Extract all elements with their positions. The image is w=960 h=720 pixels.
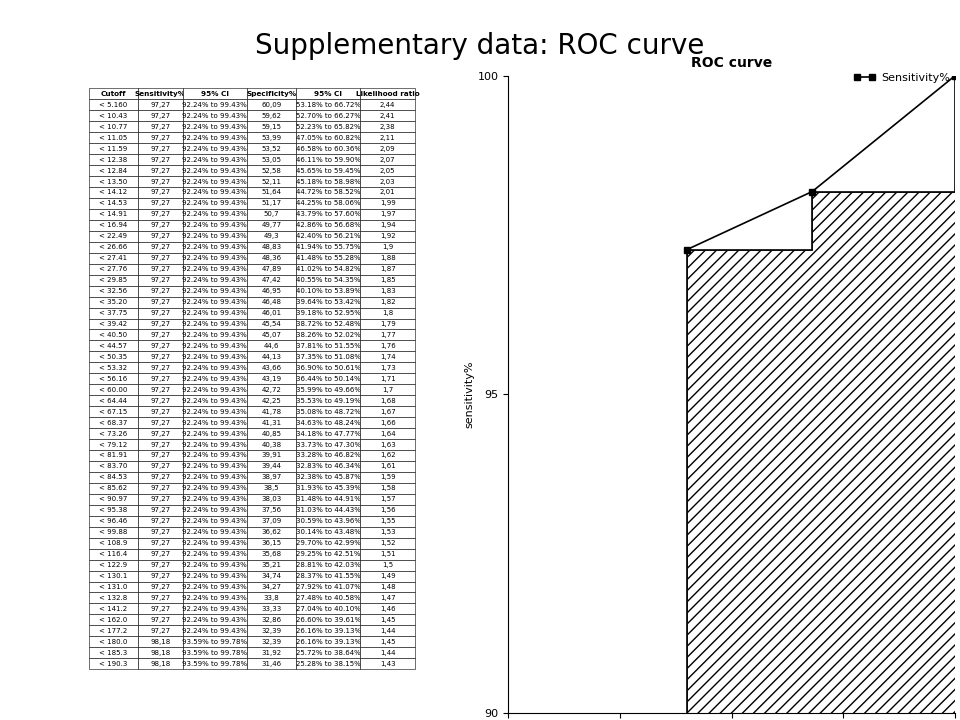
Text: Supplementary data: ROC curve: Supplementary data: ROC curve xyxy=(255,32,705,60)
Line: Sensitivity%: Sensitivity% xyxy=(684,72,959,253)
Title: ROC curve: ROC curve xyxy=(691,56,773,71)
Sensitivity% xyxy=(949,71,960,80)
Legend: Sensitivity%: Sensitivity% xyxy=(849,68,954,87)
Y-axis label: sensitivity%: sensitivity% xyxy=(465,361,475,428)
Sensitivity% xyxy=(682,246,693,254)
Sensitivity% xyxy=(806,187,818,196)
